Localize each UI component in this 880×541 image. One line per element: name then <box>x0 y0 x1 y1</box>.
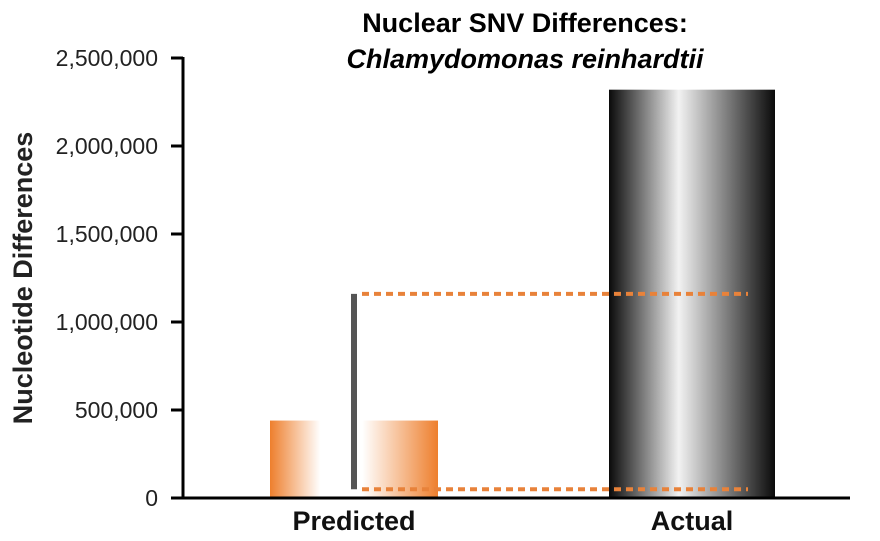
chart-title: Nuclear SNV Differences: <box>362 8 688 38</box>
x-tick-label-actual: Actual <box>651 506 734 536</box>
y-tick-label: 500,000 <box>75 397 158 423</box>
reference-lines-layer <box>351 291 748 492</box>
y-tick-label: 1,500,000 <box>56 221 158 247</box>
y-tick-label: 0 <box>145 485 158 511</box>
y-axis-label: Nucleotide Differences <box>8 132 38 425</box>
labels-layer: 0 500,000 1,000,000 1,500,000 2,000,000 2,500… <box>56 45 734 536</box>
y-tick-label: 2,500,000 <box>56 45 158 71</box>
y-tick-label: 2,000,000 <box>56 133 158 159</box>
x-tick-label-predicted: Predicted <box>292 506 415 536</box>
chart-subtitle: Chlamydomonas reinhardtii <box>346 44 704 74</box>
axes-layer <box>171 56 850 500</box>
y-tick-label: 1,000,000 <box>56 309 158 335</box>
